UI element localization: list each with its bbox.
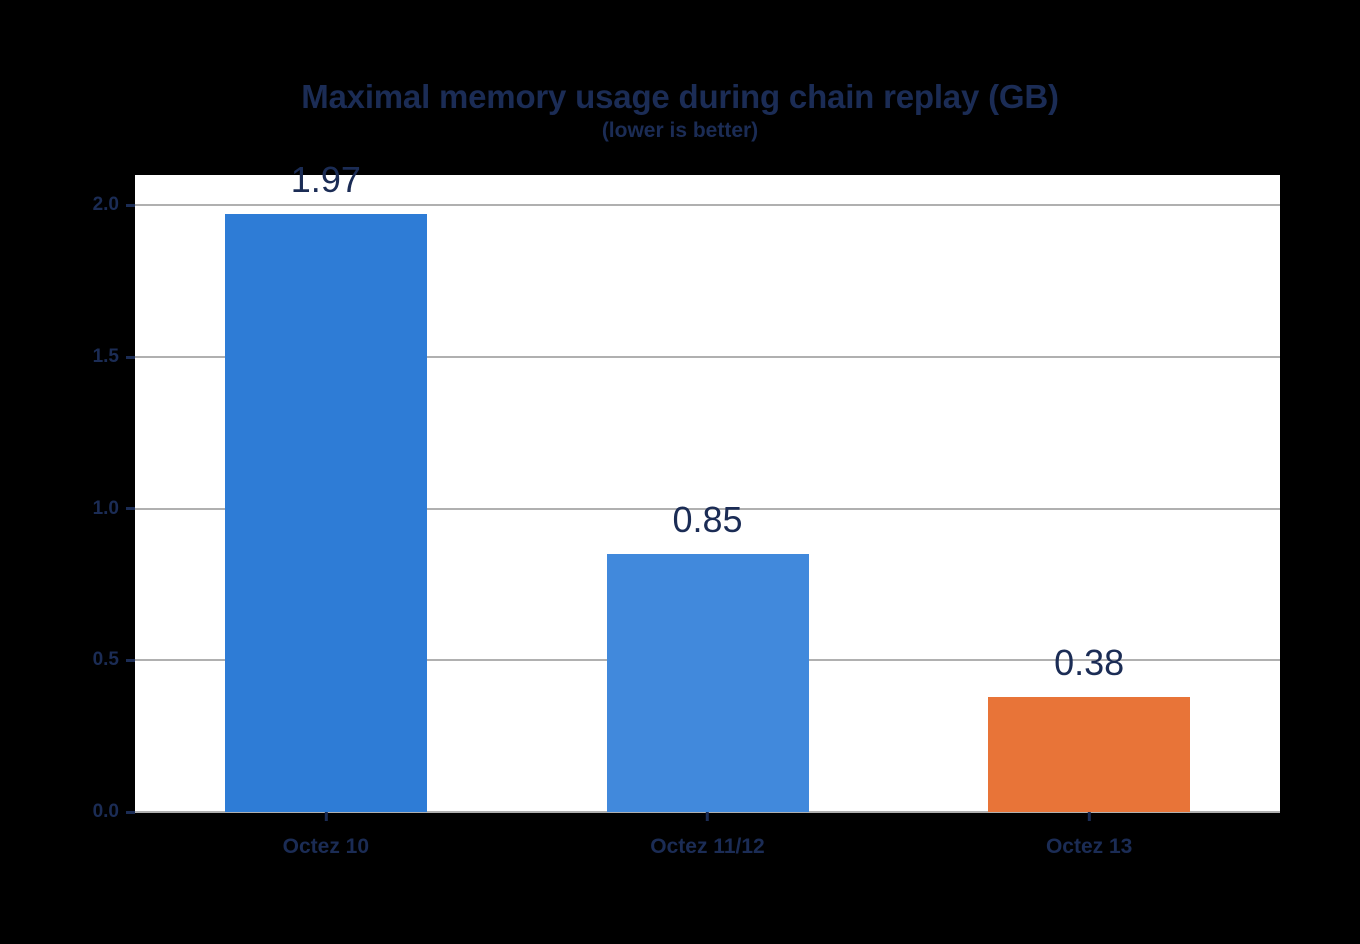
bar-value-label: 1.97 xyxy=(290,159,361,201)
x-axis-tick: Octez 13 xyxy=(1046,812,1132,859)
chart-subtitle: (lower is better) xyxy=(601,119,759,142)
x-axis-tick-label: Octez 13 xyxy=(1045,835,1133,858)
gridline xyxy=(135,204,1280,207)
page-title: Maximal memory usage during chain replay… xyxy=(301,78,1059,115)
x-axis-tick-label: Octez 11/12 xyxy=(650,835,765,858)
x-axis-tick: Octez 11/12 xyxy=(650,812,765,859)
y-axis-tick-mark xyxy=(126,658,135,662)
bar-value-label: 0.38 xyxy=(1054,641,1125,683)
x-axis-tick-label: Octez 10 xyxy=(282,835,370,858)
y-axis-tick: 1.5 xyxy=(93,346,135,368)
x-axis: Octez 10 Octez 11/12 Octez 13 xyxy=(135,812,1280,902)
bar[interactable] xyxy=(224,214,427,812)
y-axis-tick-mark xyxy=(126,355,135,359)
x-axis-tick: Octez 10 xyxy=(283,812,369,859)
y-axis-tick-mark xyxy=(126,810,135,814)
x-axis-tick-mark xyxy=(705,812,709,821)
x-axis-tick-mark xyxy=(1087,812,1091,821)
gridline xyxy=(135,356,1280,358)
y-axis-tick-mark xyxy=(126,507,135,511)
y-axis-tick-label: 1.5 xyxy=(92,346,119,367)
bars-layer: 1.97 0.85 0.38 xyxy=(135,160,1280,812)
y-axis-tick: 0.0 xyxy=(93,801,135,823)
y-axis-tick-label: 0.0 xyxy=(92,801,119,822)
y-axis-tick-label: 0.5 xyxy=(92,649,119,671)
y-axis: 0.0 0.5 1.0 1.5 2.0 xyxy=(0,175,135,822)
gridline xyxy=(135,507,1280,510)
bar[interactable] xyxy=(606,554,809,812)
chart-title-block: Maximal memory usage during chain replay… xyxy=(0,78,1360,144)
y-axis-tick-label: 2.0 xyxy=(92,194,119,216)
y-axis-tick: 2.0 xyxy=(93,194,135,216)
y-axis-tick-mark xyxy=(126,203,135,207)
bar-value-label: 0.85 xyxy=(672,499,743,541)
x-axis-tick-mark xyxy=(324,812,328,821)
y-axis-tick-label: 1.0 xyxy=(92,497,119,519)
y-axis-tick: 0.5 xyxy=(93,649,135,671)
y-axis-tick: 1.0 xyxy=(93,498,135,520)
bar[interactable] xyxy=(988,696,1191,812)
